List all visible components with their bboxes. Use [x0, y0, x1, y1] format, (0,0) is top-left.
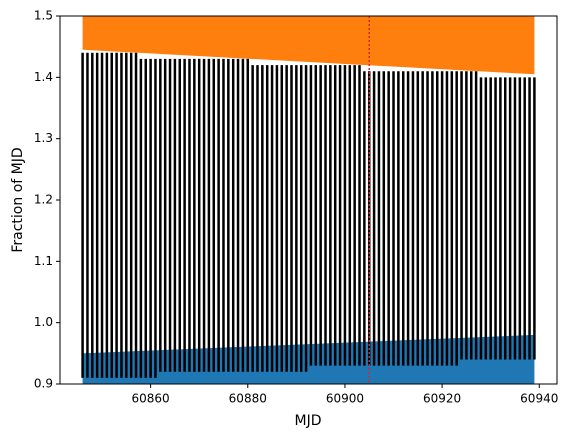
y-tick-label: 1.3	[34, 131, 53, 145]
x-tick-label: 60900	[326, 392, 364, 406]
x-tick-label: 60860	[132, 392, 170, 406]
y-tick-label: 1.5	[34, 9, 53, 23]
plot-area	[81, 16, 536, 384]
x-axis-label: MJD	[295, 413, 322, 429]
y-tick-label: 1.0	[34, 315, 53, 329]
y-tick-label: 1.1	[34, 254, 53, 268]
x-tick-label: 60880	[229, 392, 267, 406]
y-tick-label: 1.2	[34, 193, 53, 207]
y-axis-label: Fraction of MJD	[10, 147, 26, 252]
y-tick-label: 0.9	[34, 377, 53, 391]
band	[82, 16, 535, 75]
x-tick-label: 60920	[423, 392, 461, 406]
y-tick-label: 1.4	[34, 70, 53, 84]
x-tick-label: 60940	[520, 392, 558, 406]
